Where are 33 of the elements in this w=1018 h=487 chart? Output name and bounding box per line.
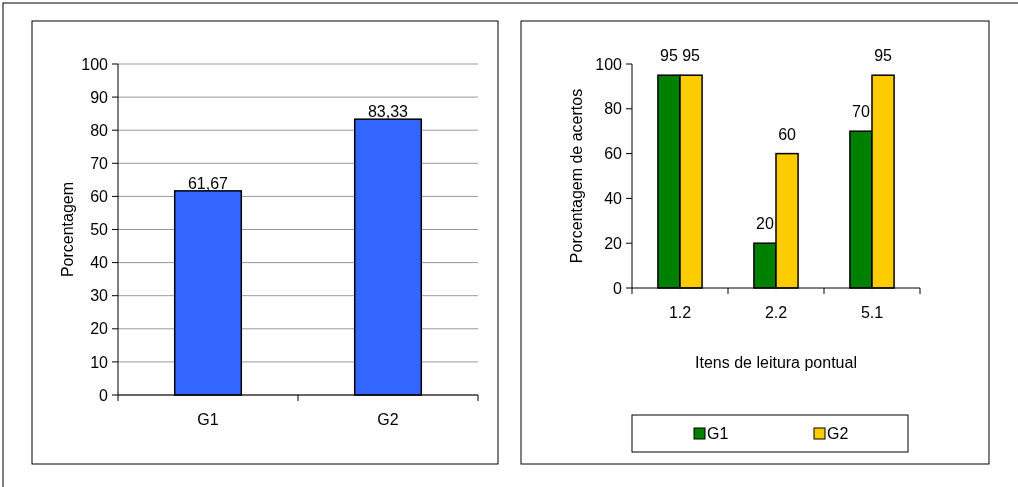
y-tick-label: 0 [613,279,623,297]
data-label: 95 [660,47,678,65]
y-tick-label: 80 [90,121,109,139]
legend-label: G1 [707,425,729,442]
x-tick-label: 2.2 [764,304,788,321]
data-label: 61,67 [187,174,229,192]
y-tick-label: 40 [90,254,109,272]
legend-label: G2 [827,425,849,442]
y-tick-label: 40 [604,190,623,207]
y-tick-label: 70 [90,154,109,172]
x-tick-label: 1.2 [668,304,692,321]
y-tick-label: 50 [90,221,109,239]
y-axis-title: Porcentagem de acertos [568,88,585,264]
y-tick-label: 20 [604,234,623,252]
data-label: 83,33 [367,103,409,121]
y-tick-label: 80 [604,100,623,118]
x-axis-title: Itens de leitura pontual [695,354,857,371]
y-tick-label: 90 [90,88,109,106]
data-label: 70 [852,103,870,121]
y-tick-label: 100 [595,55,623,73]
data-label: 60 [778,125,797,143]
y-tick-label: 30 [90,287,109,305]
data-label: 95 [874,47,893,65]
y-axis-title: Porcentagem [59,181,76,278]
data-label: 95 [682,47,701,65]
y-tick-label: 60 [90,188,109,205]
y-tick-label: 100 [81,55,109,73]
y-tick-label: 60 [604,145,623,163]
y-tick-label: 20 [90,320,109,338]
x-tick-label: 5.1 [860,304,884,321]
y-tick-label: 0 [99,386,109,404]
data-label: 20 [756,215,774,233]
y-tick-label: 10 [90,353,109,371]
